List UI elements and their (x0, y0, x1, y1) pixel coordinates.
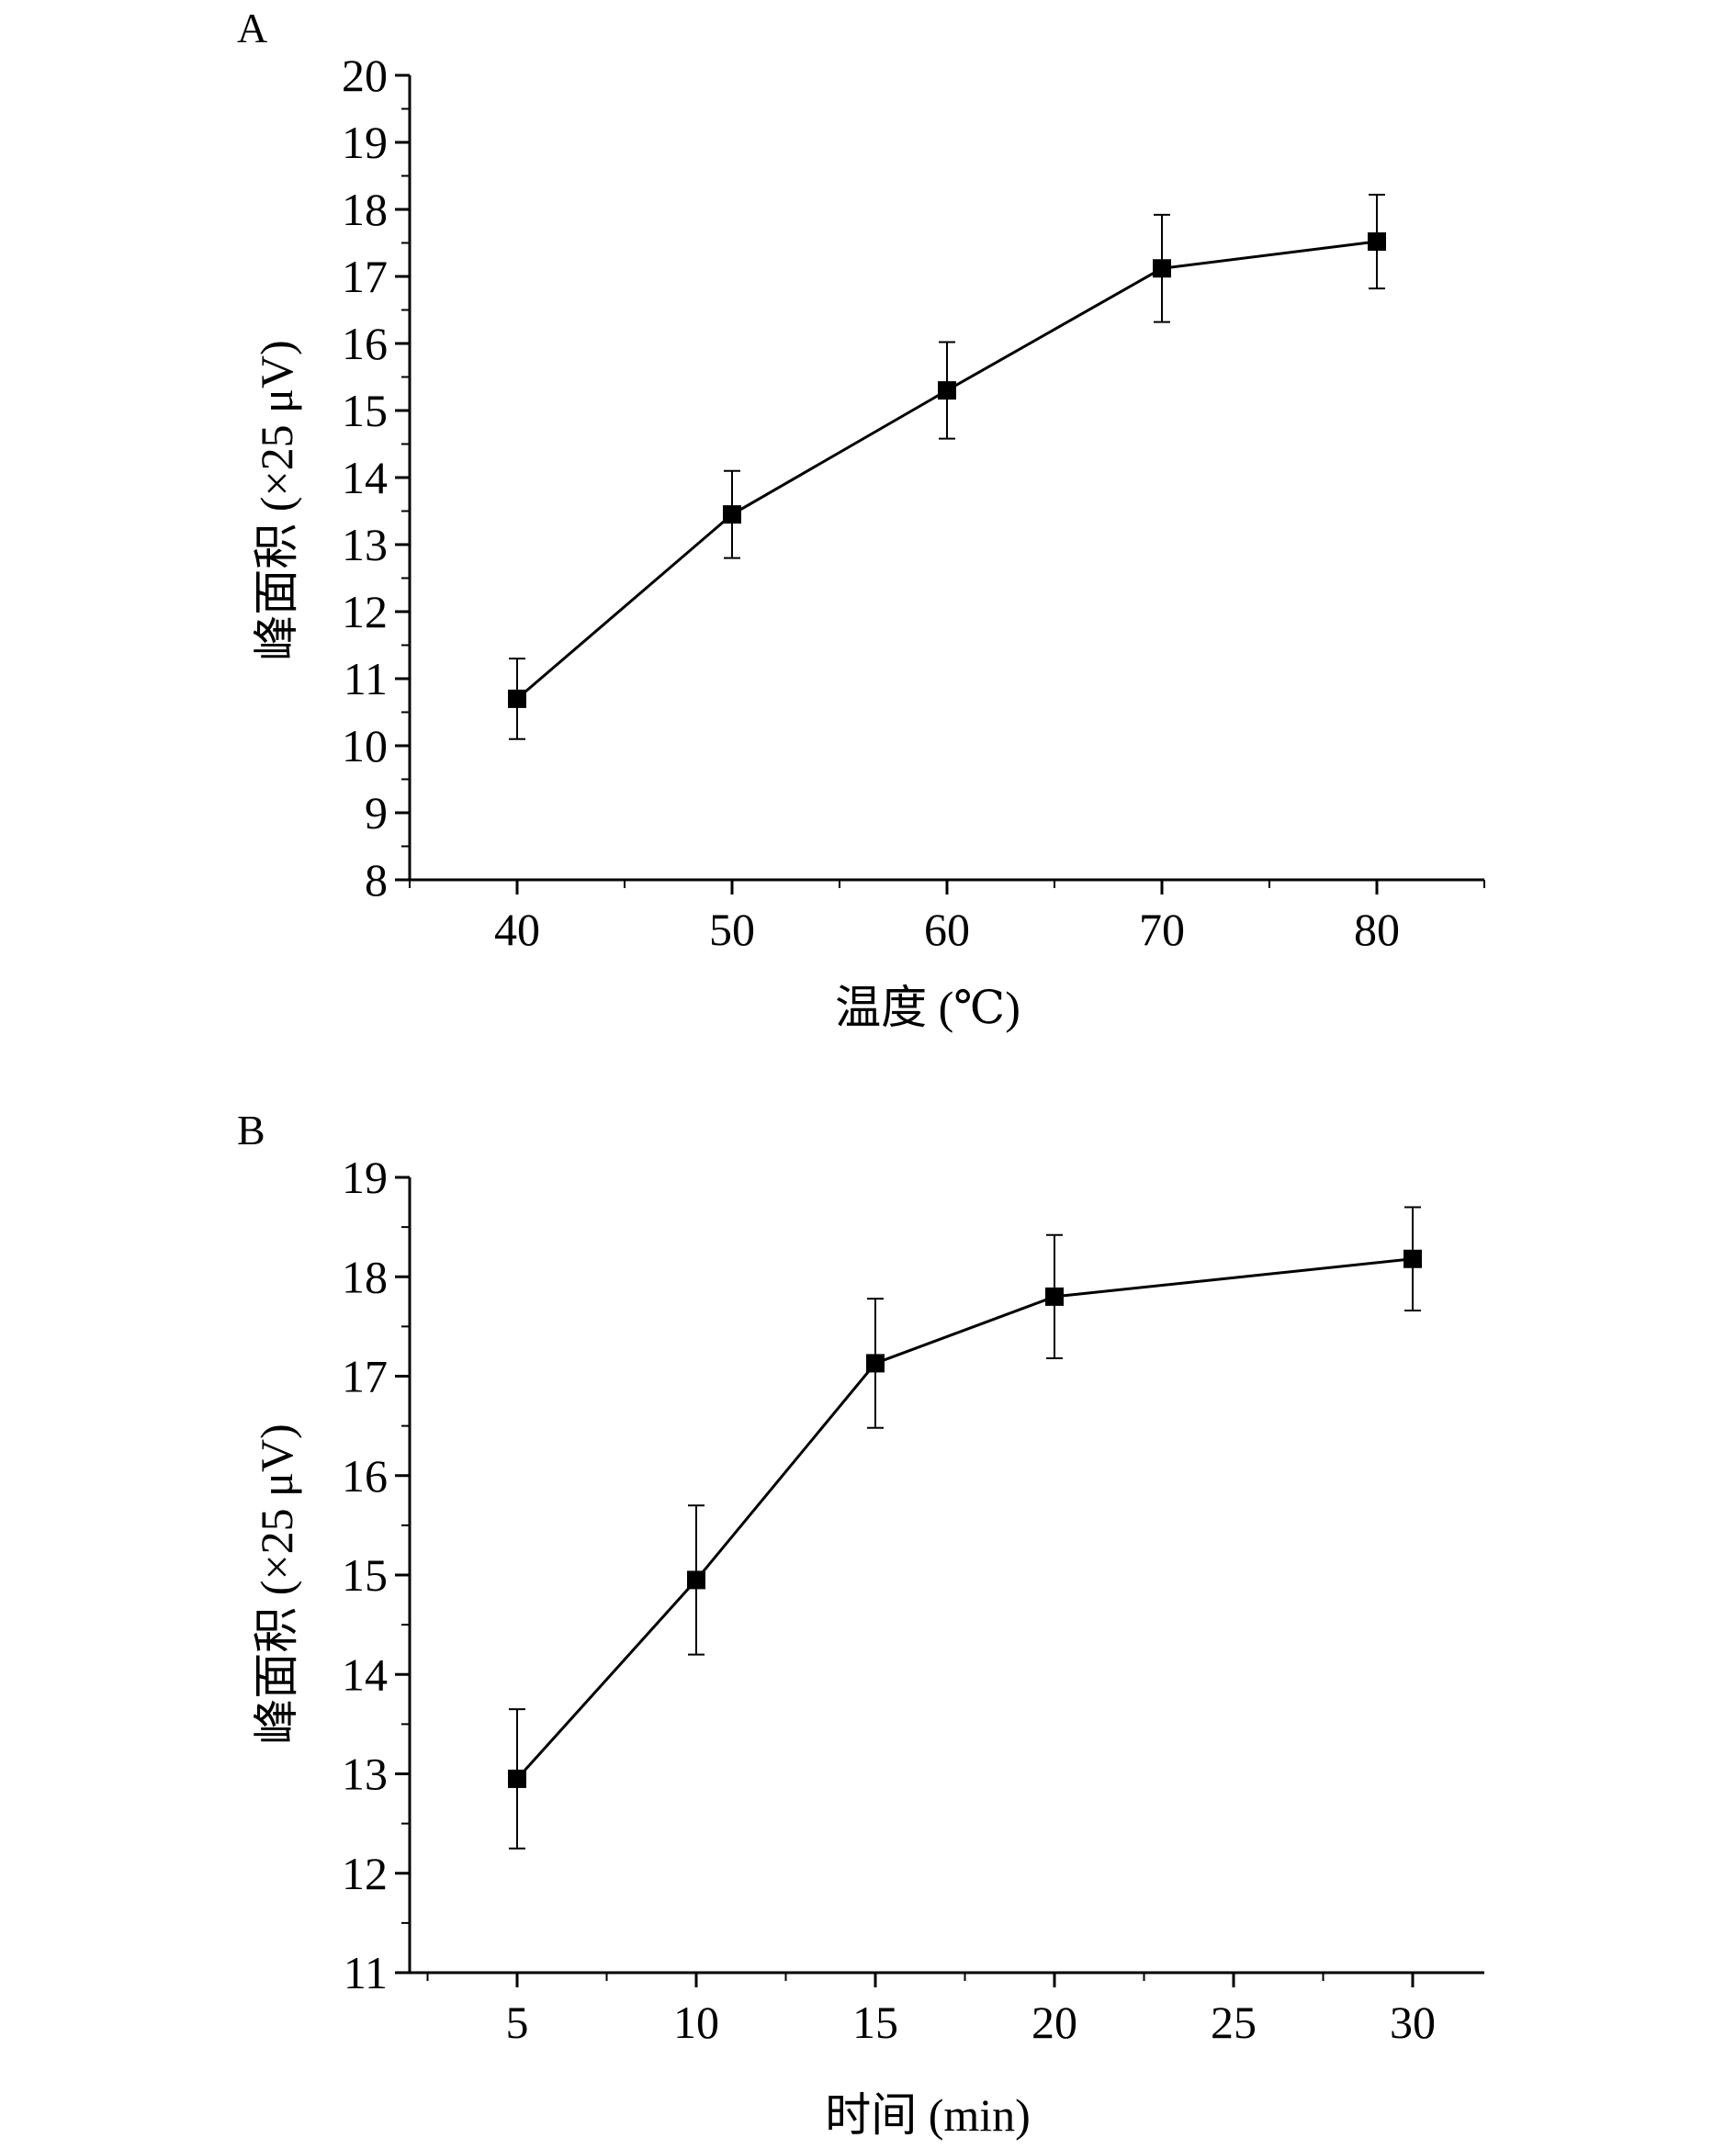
panel-b-data-point (687, 1570, 705, 1590)
panel-b-y-tick-label: 14 (342, 1648, 388, 1700)
panel-a-x-tick-label: 50 (709, 904, 755, 955)
panel-b-y-tick-label: 18 (342, 1251, 388, 1302)
panel-a-y-tick-label: 14 (342, 452, 388, 503)
panel-a-y-tick-label: 17 (342, 251, 388, 302)
panel-b-data-point (866, 1354, 885, 1373)
panel-a-data-point (1368, 232, 1386, 252)
panel-b-y-axis-label: 峰面积 (×25 μV) (251, 1423, 302, 1744)
panel-b-x-tick-label: 5 (506, 1997, 529, 2048)
panel-a-y-tick-label: 11 (344, 653, 388, 704)
panel-a-y-tick-label: 12 (342, 586, 388, 637)
panel-b-y-tick-label: 19 (342, 1152, 388, 1203)
panel-a-data-point (1153, 259, 1171, 278)
panel-a-label: A (237, 5, 267, 51)
panel-a-y-tick-label: 16 (342, 318, 388, 369)
panel-b-y-tick-label: 13 (342, 1749, 388, 1800)
panel-a-y-tick-label: 8 (365, 854, 388, 906)
panel-b-x-tick-label: 25 (1211, 1997, 1257, 2048)
panel-b-data-point (1045, 1287, 1064, 1306)
panel-b-x-axis-label: 时间 (min) (825, 2089, 1031, 2141)
panel-b-x-tick-label: 10 (673, 1997, 719, 2048)
panel-a-x-axis-label: 温度 (℃) (835, 982, 1020, 1033)
panel-b-series-line (515, 1257, 1414, 1780)
panel-a-y-tick-label: 13 (342, 519, 388, 570)
panel-a-data-point (508, 689, 526, 708)
panel-b-x-tick-label: 20 (1031, 1997, 1077, 2048)
panel-a-series-line (516, 240, 1378, 701)
panel-a-x-tick-label: 70 (1139, 904, 1185, 955)
panel-b-y-tick-label: 15 (342, 1549, 388, 1601)
panel-b-data-point (1403, 1249, 1422, 1268)
panel-a-data-point (723, 505, 741, 524)
panel-a-x-tick-label: 60 (924, 904, 970, 955)
panel-a-y-tick-label: 19 (342, 117, 388, 168)
panel-a-y-axis-label: 峰面积 (×25 μV) (251, 340, 302, 660)
panel-b-plot: 11 12 13 14 15 16 17 18 19 5 10 15 20 25 30 (342, 1152, 1484, 2048)
panel-a-y-tick-label: 10 (342, 720, 388, 771)
panel-a-data-point (938, 381, 956, 400)
panel-a-y-tick-label: 9 (365, 787, 388, 838)
panel-b-y-tick-label: 17 (342, 1351, 388, 1402)
panel-b-x-tick-label: 15 (852, 1997, 898, 2048)
panel-a-x-tick-label: 80 (1354, 904, 1400, 955)
panel-b-data-point (508, 1769, 526, 1788)
panel-a-y-tick-label: 15 (342, 385, 388, 436)
panel-b-y-tick-label: 16 (342, 1450, 388, 1502)
panel-a-y-tick-label: 20 (342, 50, 388, 101)
panel-b: B 11 12 13 14 15 16 17 18 19 5 10 15 20 25 30 时间 (min)… (237, 1107, 1484, 2141)
panel-a-plot: 8 9 10 11 12 13 14 15 16 17 18 19 20 40 50 60 70 80 (342, 50, 1485, 955)
panel-b-label: B (237, 1107, 265, 1153)
panel-b-x-tick-label: 30 (1390, 1997, 1436, 2048)
panel-b-y-tick-label: 12 (342, 1848, 388, 1899)
panel-b-y-tick-label: 11 (344, 1947, 388, 1998)
panel-a: A 8 9 10 11 12 13 14 15 16 17 18 19 20 40 50 60 70 80 温度 … (237, 5, 1485, 1033)
panel-a-y-tick-label: 18 (342, 184, 388, 235)
panel-a-x-tick-label: 40 (494, 904, 540, 955)
